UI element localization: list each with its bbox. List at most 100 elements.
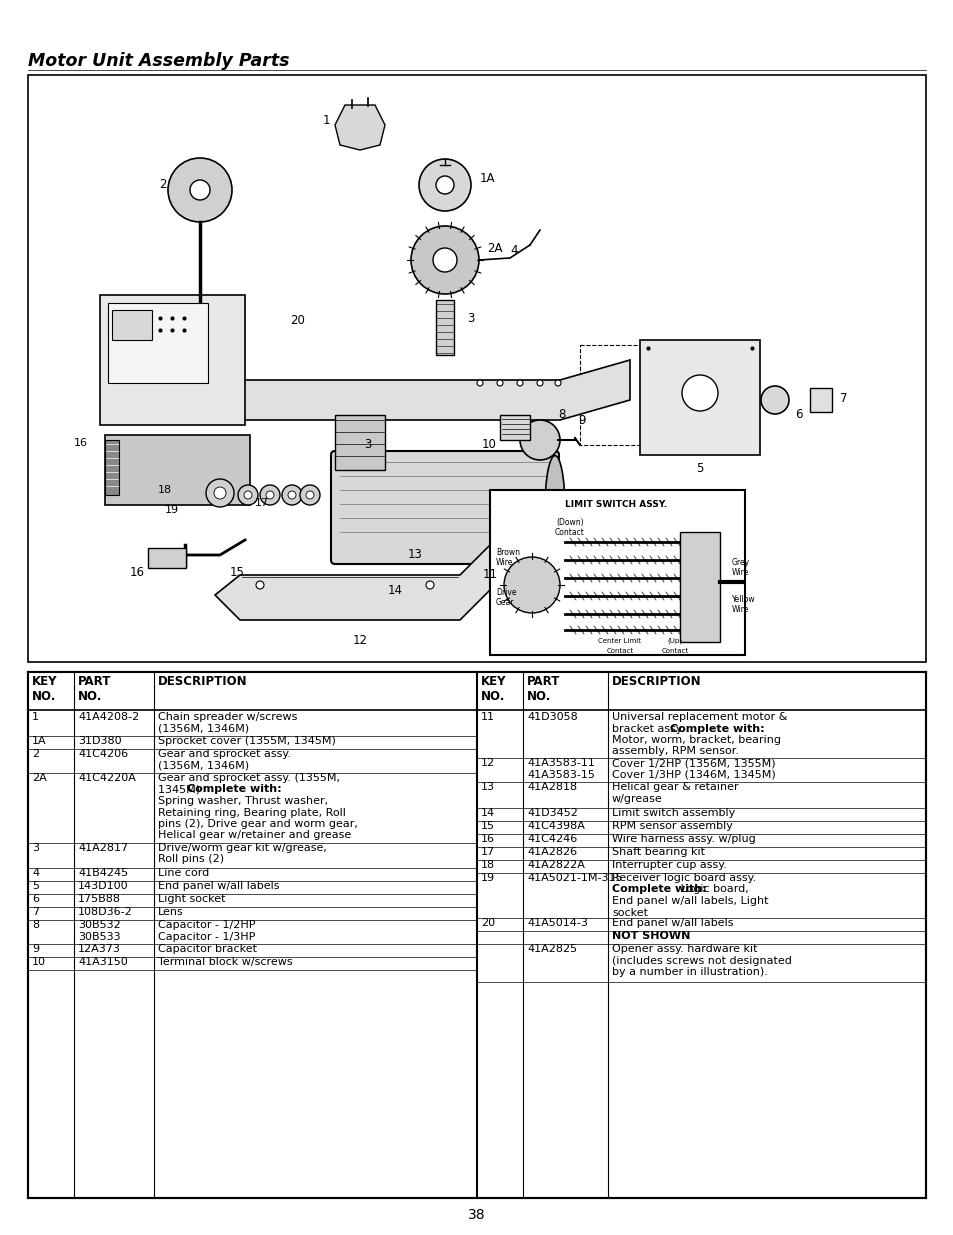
Text: 41A2825: 41A2825 <box>526 944 577 953</box>
Text: Retaining ring, Bearing plate, Roll: Retaining ring, Bearing plate, Roll <box>158 808 346 818</box>
Text: 31D380: 31D380 <box>78 736 121 746</box>
Text: KEY
NO.: KEY NO. <box>480 676 506 703</box>
Text: 16: 16 <box>480 834 495 844</box>
Text: 9: 9 <box>32 944 39 953</box>
Text: 16: 16 <box>130 566 145 578</box>
Text: 41A3583-15: 41A3583-15 <box>526 769 595 779</box>
Circle shape <box>555 380 560 387</box>
Circle shape <box>681 375 718 411</box>
Text: 7: 7 <box>840 391 846 405</box>
Text: 2: 2 <box>32 748 39 760</box>
Text: 41B4245: 41B4245 <box>78 868 128 878</box>
Text: 17: 17 <box>254 498 269 508</box>
Bar <box>639 340 760 454</box>
Text: Capacitor bracket: Capacitor bracket <box>158 944 256 953</box>
Circle shape <box>266 492 274 499</box>
Circle shape <box>237 485 257 505</box>
Text: Universal replacement motor &: Universal replacement motor & <box>612 713 786 722</box>
Ellipse shape <box>544 456 564 561</box>
Circle shape <box>299 485 319 505</box>
Text: NOT SHOWN: NOT SHOWN <box>612 931 690 941</box>
Text: 41A3150: 41A3150 <box>78 957 128 967</box>
Text: Wire: Wire <box>731 568 749 577</box>
Text: 6: 6 <box>32 894 39 904</box>
Text: DESCRIPTION: DESCRIPTION <box>612 676 700 688</box>
Polygon shape <box>214 545 490 620</box>
Bar <box>105 440 119 495</box>
Text: 41D3452: 41D3452 <box>526 808 578 818</box>
Circle shape <box>244 492 252 499</box>
Text: assembly, RPM sensor.: assembly, RPM sensor. <box>612 746 739 757</box>
Bar <box>809 388 831 412</box>
Bar <box>108 303 208 383</box>
Text: 30B533: 30B533 <box>78 931 120 941</box>
Text: 16: 16 <box>74 438 88 448</box>
Bar <box>679 532 720 642</box>
Circle shape <box>260 485 280 505</box>
Text: LIMIT SWITCH ASSY.: LIMIT SWITCH ASSY. <box>564 500 666 509</box>
Text: 6: 6 <box>794 409 801 421</box>
Text: Contact: Contact <box>555 529 584 537</box>
Text: Wire: Wire <box>731 605 749 614</box>
Bar <box>105 435 250 505</box>
Text: Opener assy. hardware kit: Opener assy. hardware kit <box>612 944 757 953</box>
Text: End panel w/all labels: End panel w/all labels <box>612 918 733 927</box>
Circle shape <box>537 380 542 387</box>
Bar <box>112 310 152 340</box>
Text: socket: socket <box>612 908 647 918</box>
Text: 41A2817: 41A2817 <box>78 844 128 853</box>
Bar <box>100 295 245 425</box>
Text: 1A: 1A <box>32 736 47 746</box>
Text: 7: 7 <box>32 906 39 918</box>
Text: 17: 17 <box>480 847 495 857</box>
Circle shape <box>418 159 471 211</box>
Text: 41A5014-3: 41A5014-3 <box>526 918 587 927</box>
Text: Chain spreader w/screws: Chain spreader w/screws <box>158 713 297 722</box>
Bar <box>28 75 925 662</box>
Bar <box>490 490 744 655</box>
Text: Complete with:: Complete with: <box>612 884 706 894</box>
Text: Gear and sprocket assy. (1355M,: Gear and sprocket assy. (1355M, <box>158 773 339 783</box>
Bar <box>499 415 530 440</box>
Text: Terminal block w/screws: Terminal block w/screws <box>158 957 293 967</box>
Bar <box>28 672 925 710</box>
Circle shape <box>255 580 264 589</box>
Text: Contact: Contact <box>660 648 688 655</box>
Text: RPM sensor assembly: RPM sensor assembly <box>612 821 732 831</box>
Text: Capacitor - 1/3HP: Capacitor - 1/3HP <box>158 931 255 941</box>
Text: 11: 11 <box>480 713 495 722</box>
Text: Interrupter cup assy.: Interrupter cup assy. <box>612 860 726 869</box>
Bar <box>148 548 186 568</box>
Text: 41A2826: 41A2826 <box>526 847 577 857</box>
Text: Wire: Wire <box>496 558 513 567</box>
Polygon shape <box>120 359 629 420</box>
Text: 4: 4 <box>32 868 39 878</box>
Text: 2A: 2A <box>32 773 47 783</box>
Circle shape <box>517 380 522 387</box>
Circle shape <box>519 420 559 459</box>
Text: 5: 5 <box>32 881 39 890</box>
Circle shape <box>288 492 295 499</box>
Text: (Up): (Up) <box>667 638 681 645</box>
Text: 5: 5 <box>696 462 703 474</box>
Circle shape <box>497 380 502 387</box>
Text: 8: 8 <box>32 920 39 930</box>
Bar <box>579 345 740 445</box>
Text: 18: 18 <box>158 485 172 495</box>
Text: 1A: 1A <box>479 172 495 184</box>
Text: 14: 14 <box>387 583 402 597</box>
Bar <box>28 672 925 1198</box>
Text: 15: 15 <box>230 566 244 578</box>
Text: Cover 1/2HP (1356M, 1355M): Cover 1/2HP (1356M, 1355M) <box>612 758 775 768</box>
Text: by a number in illustration).: by a number in illustration). <box>612 967 767 977</box>
Text: Capacitor - 1/2HP: Capacitor - 1/2HP <box>158 920 255 930</box>
Text: 41C4220A: 41C4220A <box>78 773 135 783</box>
Text: Complete with:: Complete with: <box>670 724 764 734</box>
Text: Shaft bearing kit: Shaft bearing kit <box>612 847 704 857</box>
Text: 11: 11 <box>482 568 497 582</box>
Bar <box>436 300 454 354</box>
Text: Helical gear w/retainer and grease: Helical gear w/retainer and grease <box>158 830 351 841</box>
Text: 1: 1 <box>32 713 39 722</box>
Circle shape <box>206 479 233 508</box>
Text: 108D36-2: 108D36-2 <box>78 906 132 918</box>
